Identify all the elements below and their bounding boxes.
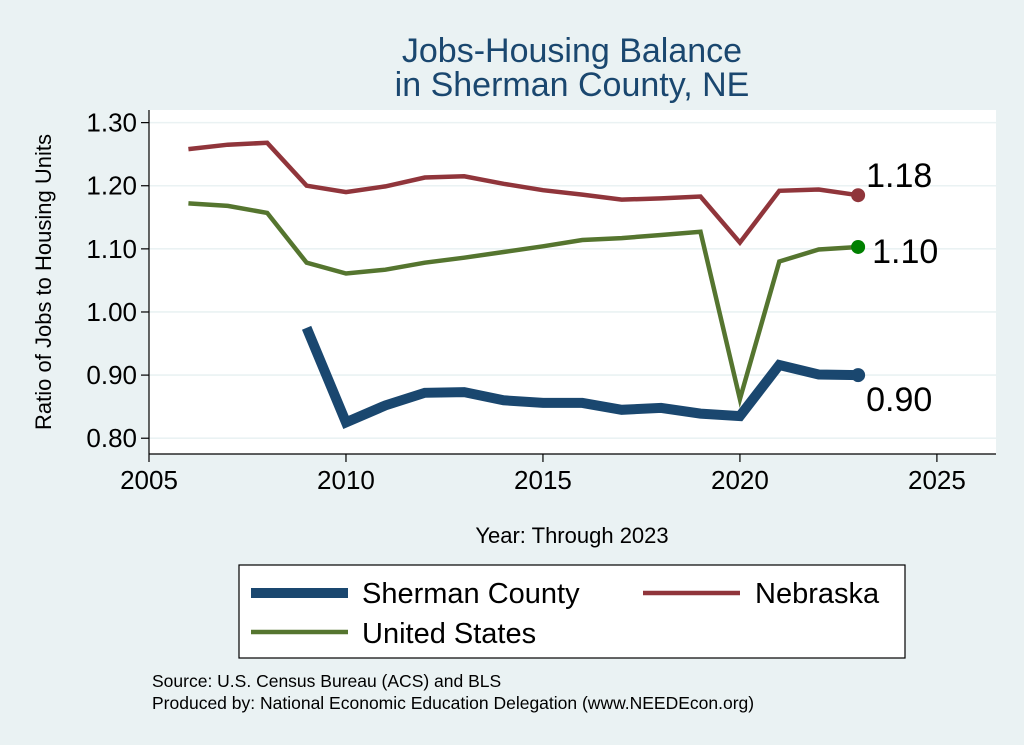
end-label-sherman-county: 0.90 <box>866 381 932 419</box>
series-line-sherman-county <box>301 325 859 429</box>
end-label-united-states: 1.10 <box>872 233 938 271</box>
end-marker-sherman-county <box>851 368 866 383</box>
x-axis-label: Year: Through 2023 <box>475 523 668 548</box>
y-ticks: 0.80 0.90 1.00 1.10 1.20 1.30 <box>86 108 149 453</box>
x-tick-label: 2020 <box>711 465 769 495</box>
chart-title-line-2: in Sherman County, NE <box>395 66 750 104</box>
y-tick-label: 1.10 <box>86 234 137 264</box>
end-marker-nebraska <box>851 188 866 203</box>
legend-label-sherman-county: Sherman County <box>362 578 580 610</box>
end-label-nebraska: 1.18 <box>866 157 932 195</box>
source-line-2: Produced by: National Economic Education… <box>152 693 754 713</box>
y-tick-label: 0.90 <box>86 360 137 390</box>
end-marker-united-states <box>851 239 866 254</box>
x-tick-label: 2015 <box>514 465 572 495</box>
y-axis-label: Ratio of Jobs to Housing Units <box>31 134 56 430</box>
series-line-nebraska <box>188 140 859 247</box>
gridlines <box>149 121 996 440</box>
legend-item-sherman-county: Sherman County <box>251 578 580 610</box>
series-lines <box>188 140 859 429</box>
source-line-1: Source: U.S. Census Bureau (ACS) and BLS <box>152 671 501 691</box>
y-tick-label: 1.00 <box>86 297 137 327</box>
series-line-united-states <box>188 201 859 409</box>
legend-box <box>238 564 906 659</box>
y-tick-label: 1.20 <box>86 171 137 201</box>
x-tick-label: 2025 <box>908 465 966 495</box>
y-tick-label: 0.80 <box>86 423 137 453</box>
axes <box>148 110 996 455</box>
x-tick-label: 2005 <box>120 465 178 495</box>
chart-title-line-1: Jobs-Housing Balance <box>402 32 742 70</box>
y-tick-label: 1.30 <box>86 108 137 138</box>
x-ticks: 2005 2010 2015 2020 2025 <box>120 454 966 495</box>
end-markers: 1.18 1.10 0.90 <box>851 157 938 419</box>
legend-item-united-states: United States <box>251 618 536 650</box>
legend-label-united-states: United States <box>362 618 536 650</box>
x-tick-label: 2010 <box>317 465 375 495</box>
legend-label-nebraska: Nebraska <box>755 578 880 610</box>
legend-item-nebraska: Nebraska <box>643 578 880 610</box>
